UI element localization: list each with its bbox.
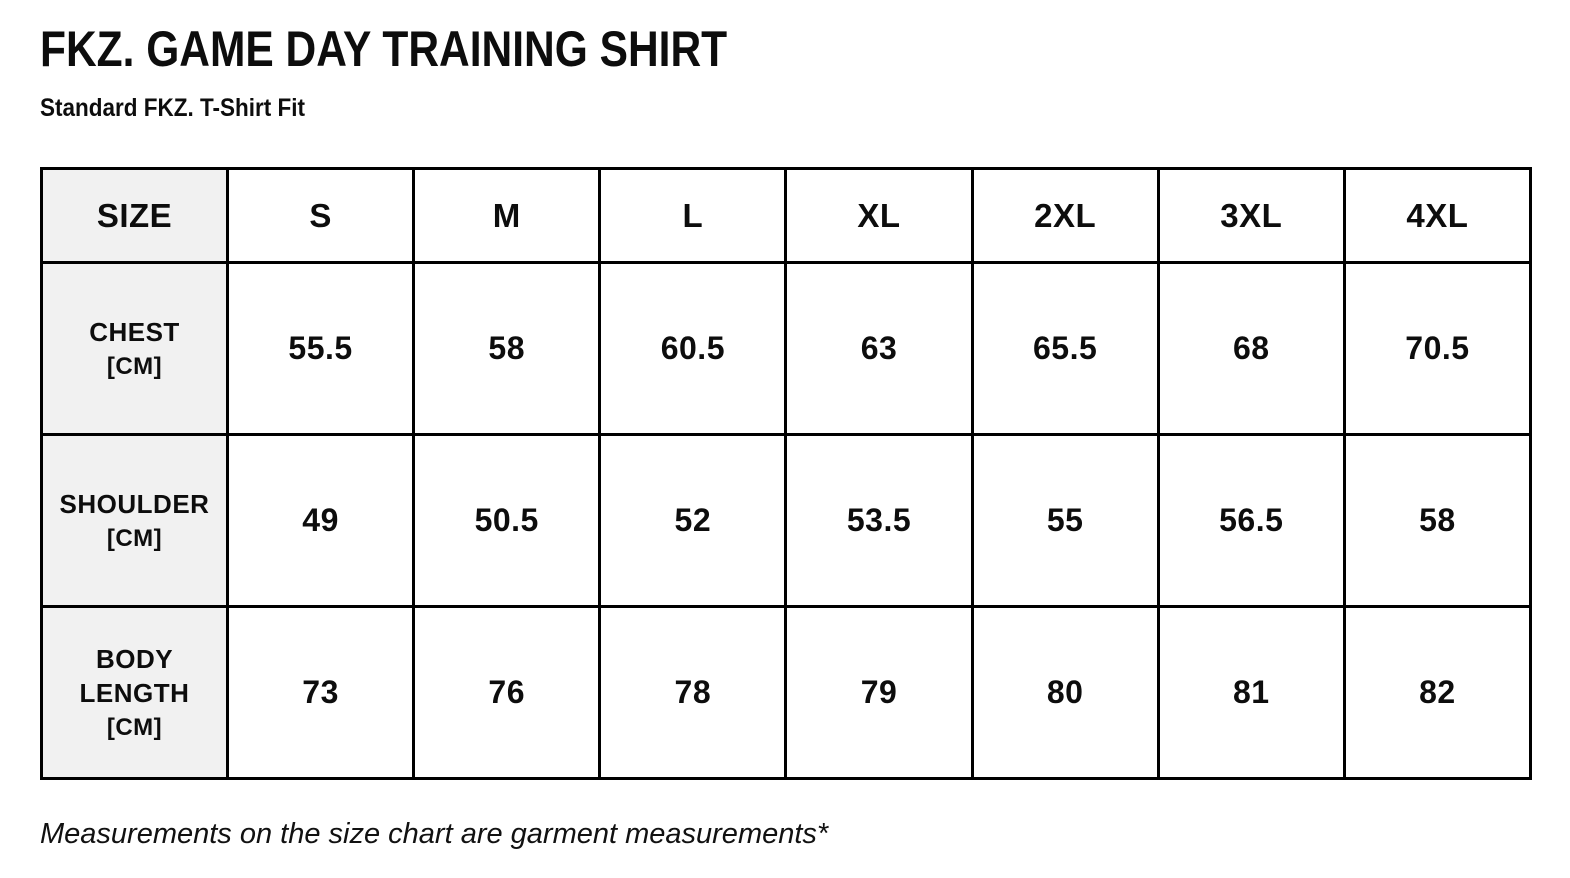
row-header-shoulder: SHOULDER [CM] (40, 433, 229, 608)
value-cell: 58 (1342, 433, 1533, 608)
size-chart-table: SIZE S M L XL 2XL 3XL 4XL CHEST [CM] 55.… (40, 167, 1533, 780)
value-cell: 53.5 (784, 433, 974, 608)
value-cell: 78 (598, 605, 788, 780)
value-cell: 55 (970, 433, 1160, 608)
value-cell: 65.5 (970, 261, 1160, 436)
header-cell-2xl: 2XL (970, 167, 1160, 264)
value-cell: 49 (225, 433, 416, 608)
row-label: BODY LENGTH (79, 644, 190, 708)
header-cell-m: M (412, 167, 602, 264)
header-cell-xl: XL (784, 167, 974, 264)
row-label: SHOULDER (59, 489, 210, 520)
table-row-body-length: BODY LENGTH [CM] 73 76 78 79 80 81 82 (40, 605, 1533, 780)
row-header-chest: CHEST [CM] (40, 261, 229, 436)
value-cell: 55.5 (225, 261, 416, 436)
row-unit: [CM] (106, 524, 163, 552)
footnote: Measurements on the size chart are garme… (40, 818, 829, 850)
row-unit: [CM] (106, 352, 163, 380)
value-cell: 60.5 (598, 261, 788, 436)
size-chart-page: FKZ. GAME DAY TRAINING SHIRT Standard FK… (40, 21, 1533, 850)
row-unit: [CM] (106, 713, 163, 741)
value-cell: 79 (784, 605, 974, 780)
header-cell-4xl: 4XL (1342, 167, 1533, 264)
value-cell: 68 (1156, 261, 1346, 436)
header-cell-l: L (598, 167, 788, 264)
row-label: CHEST (89, 317, 180, 348)
value-cell: 52 (598, 433, 788, 608)
value-cell: 76 (412, 605, 602, 780)
value-cell: 58 (412, 261, 602, 436)
header-row: SIZE S M L XL 2XL 3XL 4XL (40, 167, 1533, 264)
value-cell: 81 (1156, 605, 1346, 780)
page-title: FKZ. GAME DAY TRAINING SHIRT (40, 21, 728, 77)
row-header-body-length: BODY LENGTH [CM] (40, 605, 229, 780)
value-cell: 56.5 (1156, 433, 1346, 608)
page-subtitle: Standard FKZ. T-Shirt Fit (40, 94, 305, 122)
value-cell: 70.5 (1342, 261, 1533, 436)
table-row-shoulder: SHOULDER [CM] 49 50.5 52 53.5 55 56.5 58 (40, 433, 1533, 608)
value-cell: 63 (784, 261, 974, 436)
header-cell-s: S (225, 167, 416, 264)
value-cell: 82 (1342, 605, 1533, 780)
header-cell-size: SIZE (40, 167, 229, 264)
value-cell: 80 (970, 605, 1160, 780)
value-cell: 73 (225, 605, 416, 780)
table-row-chest: CHEST [CM] 55.5 58 60.5 63 65.5 68 70.5 (40, 261, 1533, 436)
header-cell-3xl: 3XL (1156, 167, 1346, 264)
value-cell: 50.5 (412, 433, 602, 608)
